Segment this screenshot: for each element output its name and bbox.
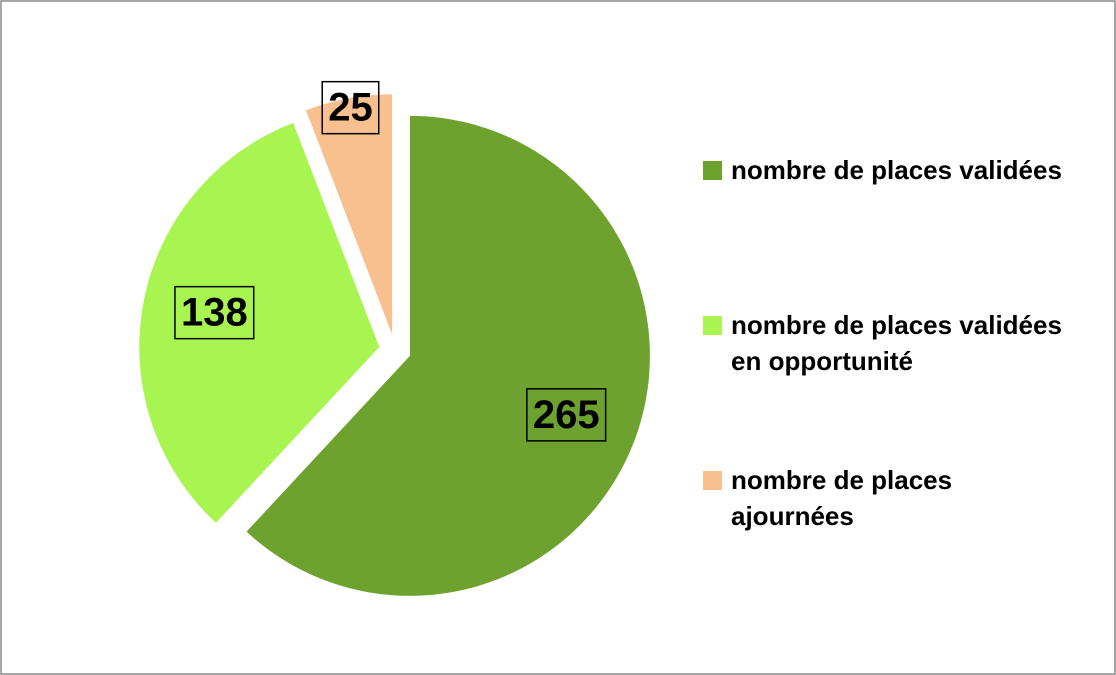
data-label-box [174,285,255,340]
data-label: 25 [328,86,373,130]
legend-item: nombre de places validées [703,152,1103,188]
legend-swatch [703,471,722,490]
pie-slice [139,122,380,523]
legend-swatch [703,316,722,335]
data-label: 138 [181,291,248,335]
legend-item: nombre de places validées en opportunité [703,307,1103,379]
pie-slice [305,94,393,335]
data-label: 265 [533,393,600,437]
pie-slice [246,115,650,596]
data-label-box [321,80,380,135]
legend-item: nombre de places ajournées [703,462,1103,534]
legend-label: nombre de places validées en opportunité [731,310,1062,376]
legend-swatch [703,161,722,180]
legend-label: nombre de places validées [731,155,1062,185]
legend-label: nombre de places ajournées [731,465,953,531]
data-label-box [526,388,607,442]
